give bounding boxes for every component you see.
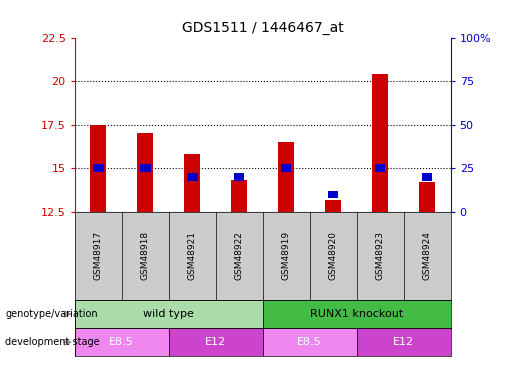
- Text: GSM48920: GSM48920: [329, 231, 338, 280]
- Title: GDS1511 / 1446467_at: GDS1511 / 1446467_at: [182, 21, 344, 35]
- Text: E8.5: E8.5: [109, 337, 134, 347]
- Bar: [325, 200, 341, 212]
- Bar: [356, 328, 451, 356]
- Bar: [234, 173, 245, 181]
- Text: GSM48917: GSM48917: [94, 231, 102, 280]
- Text: GSM48921: GSM48921: [187, 231, 197, 280]
- Text: genotype/variation: genotype/variation: [5, 309, 98, 319]
- Bar: [137, 134, 153, 212]
- Text: E12: E12: [393, 337, 414, 347]
- Text: GSM48922: GSM48922: [235, 231, 244, 280]
- Bar: [281, 164, 291, 172]
- Text: GSM48919: GSM48919: [282, 231, 290, 280]
- Bar: [278, 142, 295, 212]
- Text: E8.5: E8.5: [297, 337, 322, 347]
- Bar: [90, 124, 107, 212]
- Bar: [75, 328, 168, 356]
- Bar: [231, 180, 247, 212]
- Bar: [419, 182, 435, 212]
- Bar: [93, 164, 104, 172]
- Bar: [184, 154, 200, 212]
- Bar: [140, 164, 150, 172]
- Bar: [372, 74, 388, 212]
- Text: GSM48924: GSM48924: [423, 231, 432, 280]
- Bar: [422, 173, 433, 181]
- Text: GSM48923: GSM48923: [375, 231, 385, 280]
- Bar: [328, 190, 338, 198]
- Bar: [375, 164, 386, 172]
- Text: E12: E12: [205, 337, 226, 347]
- Text: wild type: wild type: [143, 309, 194, 319]
- Bar: [263, 328, 356, 356]
- Bar: [187, 173, 198, 181]
- Text: GSM48918: GSM48918: [141, 231, 150, 280]
- Bar: [168, 328, 263, 356]
- Bar: [75, 300, 263, 328]
- Bar: [263, 300, 451, 328]
- Text: RUNX1 knockout: RUNX1 knockout: [310, 309, 403, 319]
- Text: development stage: development stage: [5, 337, 100, 347]
